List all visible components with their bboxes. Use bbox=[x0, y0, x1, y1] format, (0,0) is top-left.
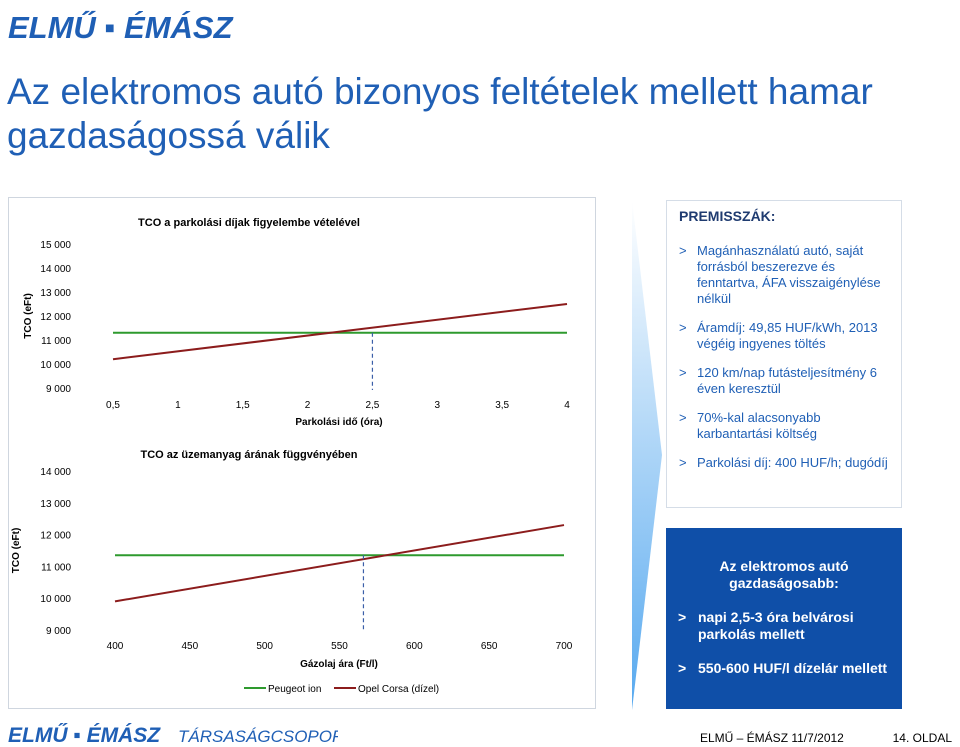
x-axis-label: Parkolási idő (óra) bbox=[295, 417, 382, 428]
result-box: Az elektromos autó gazdaságosabb: > napi … bbox=[666, 528, 902, 709]
premises-box: PREMISSZÁK: > Magánhasználatú autó, saját… bbox=[666, 200, 902, 508]
x-tick-label: 400 bbox=[107, 641, 124, 652]
y-tick-label: 9 000 bbox=[46, 626, 71, 637]
arrow-icon bbox=[632, 200, 662, 710]
footer: ELMŰ – ÉMÁSZ 11/7/2012 14. OLDAL bbox=[700, 731, 952, 745]
page-title-line1: Az elektromos autó bizonyos feltételek m… bbox=[7, 71, 873, 112]
bullet: > bbox=[679, 455, 687, 470]
x-tick-label: 3 bbox=[435, 400, 441, 411]
legend-label: Peugeot ion bbox=[268, 684, 321, 695]
result-item: > napi 2,5-3 óra belvárosi parkolás melle… bbox=[678, 609, 890, 643]
y-tick-label: 14 000 bbox=[40, 467, 71, 478]
result-text: 550-600 HUF/l dízelár mellett bbox=[698, 660, 888, 676]
x-tick-label: 4 bbox=[564, 400, 570, 411]
premise-item: > Parkolási díj: 400 HUF/h; dugódíj bbox=[679, 455, 889, 471]
x-axis-label: Gázolaj ára (Ft/l) bbox=[300, 659, 378, 670]
bullet: > bbox=[679, 243, 687, 258]
premises-title: PREMISSZÁK: bbox=[679, 208, 776, 224]
y-tick-label: 14 000 bbox=[40, 264, 71, 275]
premise-text: Parkolási díj: 400 HUF/h; dugódíj bbox=[697, 455, 888, 470]
y-tick-label: 10 000 bbox=[40, 360, 71, 371]
y-tick-label: 13 000 bbox=[40, 288, 71, 299]
bullet: > bbox=[678, 660, 687, 676]
page-title-line2: gazdaságossá válik bbox=[7, 115, 330, 156]
chart-title: TCO az üzemanyag árának függvényében bbox=[140, 449, 357, 461]
series-line-opel bbox=[114, 524, 565, 603]
premise-item: > Magánhasználatú autó, saját forrásból b… bbox=[679, 243, 889, 307]
premise-text: 70%-kal alacsonyabb karbantartási költsé… bbox=[697, 410, 821, 441]
y-axis-label: TCO (eFt) bbox=[23, 293, 34, 339]
y-tick-label: 12 000 bbox=[40, 312, 71, 323]
brand-logo-text: ELMŰ ▪ ÉMÁSZ bbox=[8, 9, 234, 44]
y-tick-label: 11 000 bbox=[41, 562, 71, 573]
y-tick-label: 15 000 bbox=[40, 240, 71, 251]
footer-center: ELMŰ – ÉMÁSZ 11/7/2012 bbox=[700, 731, 844, 745]
premise-item: >70%-kal alacsonyabb karbantartási költs… bbox=[679, 410, 889, 442]
bullet: > bbox=[679, 320, 687, 335]
page-number: 14. OLDAL bbox=[892, 731, 952, 745]
chart-panel: TCO a parkolási díjak figyelembe vételév… bbox=[8, 197, 596, 709]
series-line-opel bbox=[112, 303, 568, 361]
y-tick-label: 10 000 bbox=[40, 594, 71, 605]
premise-item: > Áramdíj: 49,85 HUF/kWh, 2013 végéig ing… bbox=[679, 320, 889, 352]
x-tick-label: 700 bbox=[556, 641, 573, 652]
premise-text: Áramdíj: 49,85 HUF/kWh, 2013 végéig ingy… bbox=[697, 320, 878, 351]
y-tick-label: 9 000 bbox=[46, 384, 71, 395]
x-tick-label: 1,5 bbox=[236, 400, 250, 411]
brand-logo: ELMŰ ▪ ÉMÁSZ bbox=[8, 9, 234, 44]
result-heading: Az elektromos autó gazdaságosabb: bbox=[719, 558, 849, 591]
x-tick-label: 1 bbox=[175, 400, 181, 411]
result-text: napi 2,5-3 óra belvárosi parkolás mellet… bbox=[698, 609, 854, 642]
x-tick-label: 600 bbox=[406, 641, 423, 652]
x-tick-label: 2,5 bbox=[365, 400, 379, 411]
x-tick-label: 450 bbox=[181, 641, 198, 652]
footer-logo-text: ELMŰ ▪ ÉMÁSZ bbox=[8, 724, 161, 745]
x-tick-label: 650 bbox=[481, 641, 498, 652]
bullet: > bbox=[679, 410, 687, 425]
y-tick-label: 12 000 bbox=[40, 531, 71, 542]
x-tick-label: 500 bbox=[256, 641, 273, 652]
footer-group-text: TÁRSASÁGCSOPORT bbox=[178, 727, 338, 745]
x-tick-label: 0,5 bbox=[106, 400, 120, 411]
y-tick-label: 13 000 bbox=[40, 499, 71, 510]
x-tick-label: 3,5 bbox=[495, 400, 509, 411]
result-item: >550-600 HUF/l dízelár mellett bbox=[678, 660, 890, 677]
x-tick-label: 2 bbox=[305, 400, 311, 411]
y-tick-label: 11 000 bbox=[41, 336, 71, 347]
legend-label: Opel Corsa (dízel) bbox=[358, 684, 439, 695]
premise-item: >120 km/nap futásteljesítmény 6 éven ker… bbox=[679, 365, 889, 397]
premise-text: Magánhasználatú autó, saját forrásból be… bbox=[697, 243, 881, 306]
footer-logo: ELMŰ ▪ ÉMÁSZ TÁRSASÁGCSOPORT bbox=[8, 724, 338, 745]
x-tick-label: 550 bbox=[331, 641, 348, 652]
bullet: > bbox=[679, 365, 687, 380]
chart-title: TCO a parkolási díjak figyelembe vételév… bbox=[138, 217, 360, 229]
bullet: > bbox=[678, 609, 687, 625]
y-axis-label: TCO (eFt) bbox=[11, 528, 22, 574]
premise-text: 120 km/nap futásteljesítmény 6 éven kere… bbox=[697, 365, 877, 396]
page-title: Az elektromos autó bizonyos feltételek m… bbox=[7, 70, 947, 158]
tco-charts: TCO a parkolási díjak figyelembe vételév… bbox=[11, 217, 573, 695]
